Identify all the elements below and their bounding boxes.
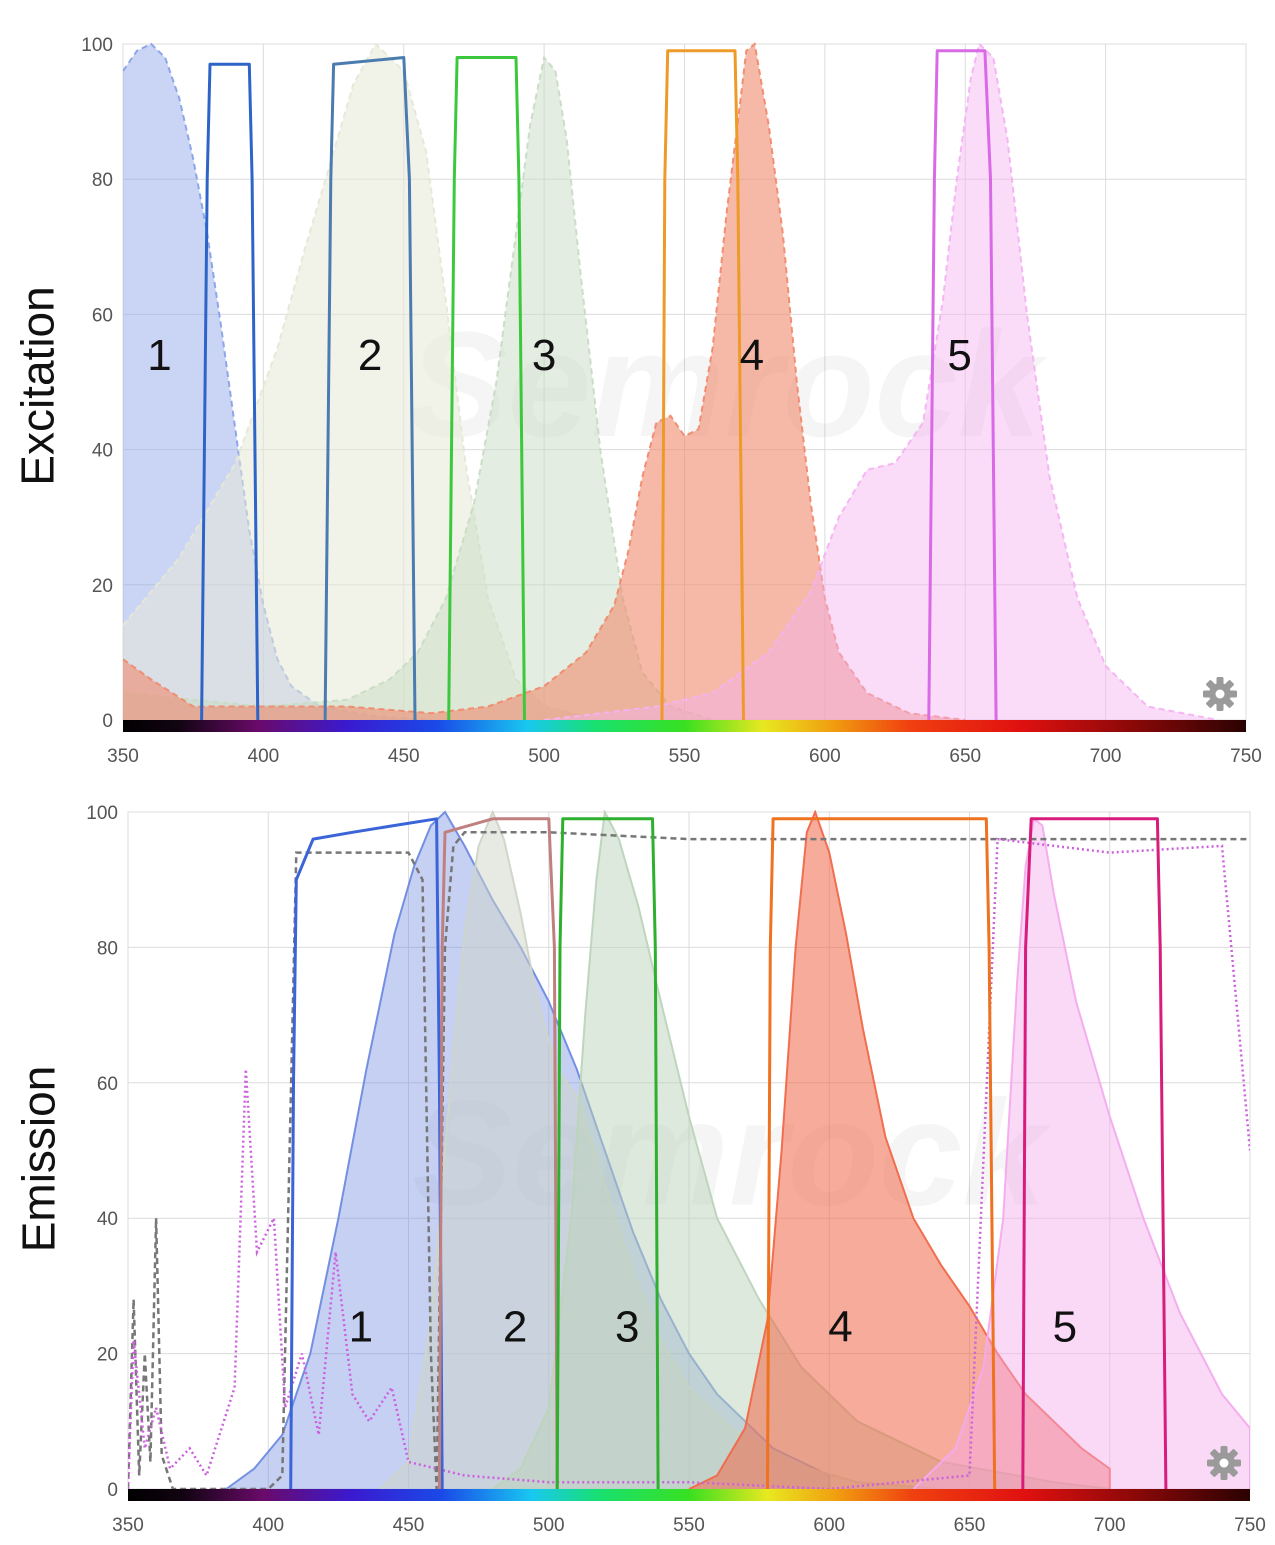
filter-2-curve (323, 56, 417, 720)
gear-icon[interactable] (1207, 1446, 1241, 1480)
x-tick-label: 350 (112, 1515, 144, 1536)
y-tick-label: 80 (92, 170, 113, 191)
spectrum-bar (128, 1489, 1250, 1501)
spectrum-bar (123, 720, 1246, 732)
filter-4-curve (766, 817, 997, 1489)
filter-5-curve (927, 49, 998, 720)
dichroic-curve-1 (128, 831, 1250, 1489)
y-tick-label: 20 (92, 576, 113, 597)
x-tick-label: 450 (388, 746, 420, 767)
channel-label-2: 2 (503, 1303, 527, 1352)
y-tick-label: 0 (102, 711, 113, 732)
channel-label-3: 3 (615, 1303, 639, 1352)
channel-label-1: 1 (349, 1303, 373, 1352)
dye-5-area (913, 818, 1250, 1489)
dye-4-curve (688, 810, 1111, 1489)
channel-label-2: 2 (358, 331, 382, 380)
x-tick-label: 400 (248, 746, 280, 767)
x-tick-label: 650 (954, 1515, 986, 1536)
series-group (123, 42, 1219, 720)
y-tick-label: 0 (107, 1480, 118, 1501)
dye-4-area (123, 44, 966, 720)
x-tick-label: 750 (1234, 1515, 1266, 1536)
filter-1-curve (289, 817, 444, 1489)
y-tick-label: 20 (97, 1345, 118, 1366)
gear-icon[interactable] (1203, 677, 1237, 711)
dye-4-curve (123, 42, 966, 720)
channel-label-5: 5 (947, 331, 971, 380)
emission-panel: Emission Semrock123453504004505005506006… (0, 772, 1275, 1545)
dye-2-area (123, 44, 601, 720)
x-tick-label: 700 (1090, 746, 1122, 767)
x-tick-label: 550 (673, 1515, 705, 1536)
x-tick-label: 500 (533, 1515, 565, 1536)
dye-3-area (123, 57, 713, 720)
dye-5-area (544, 44, 1218, 720)
x-tick-label: 350 (107, 746, 139, 767)
x-tick-label: 650 (949, 746, 981, 767)
series-group (128, 810, 1250, 1489)
channel-label-1: 1 (147, 331, 171, 380)
x-tick-label: 450 (393, 1515, 425, 1536)
dye-2-area (380, 812, 942, 1489)
x-tick-label: 750 (1230, 746, 1262, 767)
channel-label-3: 3 (532, 331, 556, 380)
filter-2-curve (437, 817, 559, 1489)
x-tick-label: 550 (669, 746, 701, 767)
filter-3-curve (447, 56, 526, 720)
x-tick-label: 400 (252, 1515, 284, 1536)
excitation-panel: Excitation Semrock1234535040045050055060… (0, 0, 1275, 772)
channel-label-4: 4 (740, 331, 764, 380)
dichroic-curve-2 (128, 837, 1250, 1489)
y-tick-label: 100 (86, 803, 118, 824)
filter-3-curve (555, 817, 660, 1489)
dye-5-curve (543, 42, 1219, 720)
channel-label-4: 4 (828, 1303, 852, 1352)
y-tick-label: 60 (97, 1074, 118, 1095)
dye-3-area (492, 812, 1110, 1489)
channel-label-5: 5 (1053, 1303, 1077, 1352)
filter-4-curve (660, 49, 745, 720)
y-tick-label: 40 (97, 1209, 118, 1230)
filter-1-curve (200, 62, 260, 720)
x-tick-label: 500 (528, 746, 560, 767)
y-tick-label: 40 (92, 441, 113, 462)
filter-5-curve (1021, 817, 1168, 1489)
excitation-chart: Semrock123453504004505005506006507007500… (81, 35, 1262, 767)
y-tick-label: 60 (92, 305, 113, 326)
x-tick-label: 600 (809, 746, 841, 767)
emission-chart: Semrock123453504004505005506006507007500… (86, 803, 1266, 1536)
y-tick-label: 80 (97, 938, 118, 959)
x-tick-label: 700 (1094, 1515, 1126, 1536)
y-tick-label: 100 (81, 35, 113, 56)
x-tick-label: 600 (813, 1515, 845, 1536)
